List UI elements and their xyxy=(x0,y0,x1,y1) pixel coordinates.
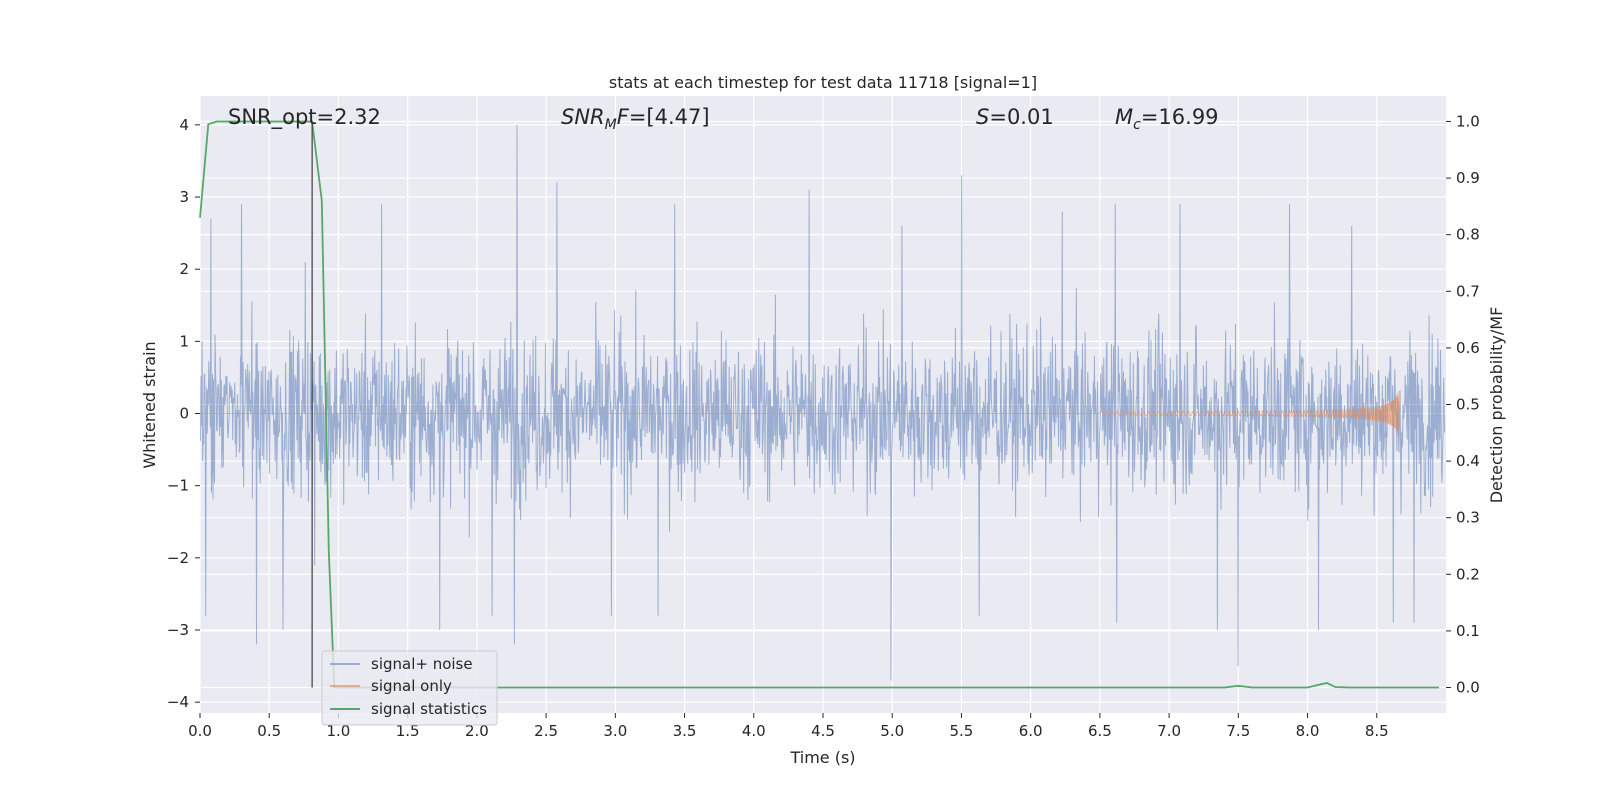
y-right-tick-label: 0.9 xyxy=(1456,169,1480,187)
signal-noise-series xyxy=(199,124,1446,681)
signal-only-series xyxy=(199,391,1400,434)
legend-label-statistics: signal statistics xyxy=(371,700,487,718)
chart-title: stats at each timestep for test data 117… xyxy=(609,73,1037,92)
y-right-tick-label: 1.0 xyxy=(1456,112,1480,130)
y-tick-label: 0 xyxy=(179,405,189,423)
y-right-axis-label: Detection probability/MF xyxy=(1487,307,1506,504)
signal-statistics-series xyxy=(199,120,1440,689)
legend-label-noise: signal+ noise xyxy=(371,655,473,673)
signal-noise-line xyxy=(199,124,1446,681)
snr-mf-symbol: SNR xyxy=(561,105,605,129)
snr-mf-value: =[4.47] xyxy=(629,105,710,129)
x-tick-label: 0.0 xyxy=(188,722,212,740)
x-tick-label: 2.5 xyxy=(534,722,558,740)
mc-annotation: Mc=16.99 xyxy=(1115,105,1219,133)
snr-opt-annotation: SNR_opt=2.32 xyxy=(228,105,381,130)
x-tick-label: 5.0 xyxy=(880,722,904,740)
y-tick-label: 4 xyxy=(179,116,189,134)
x-tick-label: 1.5 xyxy=(396,722,420,740)
s-value: =0.01 xyxy=(989,105,1053,129)
legend-box xyxy=(321,650,498,726)
snr-mf-tail: F xyxy=(617,105,630,129)
mc-subscript: c xyxy=(1133,117,1141,133)
x-tick-label: 7.0 xyxy=(1157,722,1181,740)
y-right-ticks: 1.0 0.9 0.8 0.7 0.6 0.5 0.4 0.3 0.2 0.1 0.0 xyxy=(1446,112,1480,697)
y-tick-label: 1 xyxy=(179,332,189,350)
y-tick-label: 3 xyxy=(179,188,189,206)
signal-only-line xyxy=(199,391,1400,434)
x-tick-label: 3.5 xyxy=(673,722,697,740)
y-ticks: 4 3 2 1 0 −1 −2 −3 −4 xyxy=(167,116,200,711)
snr-mf-annotation: SNRMF=[4.47] xyxy=(561,105,710,133)
y-right-tick-label: 0.7 xyxy=(1456,282,1480,300)
y-right-tick-label: 0.2 xyxy=(1456,565,1480,583)
x-tick-label: 7.5 xyxy=(1226,722,1250,740)
y-tick-label: −2 xyxy=(167,549,189,567)
x-axis-label: Time (s) xyxy=(789,748,855,767)
y-right-tick-label: 0.4 xyxy=(1456,452,1480,470)
y-right-tick-label: 0.3 xyxy=(1456,509,1480,527)
s-annotation: S=0.01 xyxy=(976,105,1054,129)
s-symbol: S xyxy=(976,105,989,129)
x-tick-label: 8.0 xyxy=(1296,722,1320,740)
y-right-tick-label: 0.1 xyxy=(1456,622,1480,640)
mc-symbol: M xyxy=(1115,105,1133,129)
x-tick-label: 1.0 xyxy=(327,722,351,740)
x-tick-label: 6.0 xyxy=(1019,722,1043,740)
x-tick-label: 2.0 xyxy=(465,722,489,740)
mc-value: =16.99 xyxy=(1141,105,1219,129)
x-tick-label: 4.5 xyxy=(811,722,835,740)
x-tick-label: 5.5 xyxy=(950,722,974,740)
x-tick-label: 3.0 xyxy=(603,722,627,740)
y-right-tick-label: 0.6 xyxy=(1456,339,1480,357)
y-tick-label: −4 xyxy=(167,693,189,711)
signal-statistics-line xyxy=(199,120,1440,689)
y-right-tick-label: 0.8 xyxy=(1456,226,1480,244)
legend: signal+ noise signal only signal statist… xyxy=(321,650,498,726)
x-tick-label: 6.5 xyxy=(1088,722,1112,740)
legend-label-signal: signal only xyxy=(371,677,452,695)
x-tick-label: 4.0 xyxy=(742,722,766,740)
snr-mf-subscript: M xyxy=(605,117,617,133)
x-tick-label: 0.5 xyxy=(257,722,281,740)
y-tick-label: −1 xyxy=(167,477,189,495)
y-axis-label: Whitened strain xyxy=(140,341,159,468)
y-right-tick-label: 0.5 xyxy=(1456,396,1480,414)
x-tick-label: 8.5 xyxy=(1365,722,1389,740)
y-tick-label: −3 xyxy=(167,621,189,639)
x-ticks: 0.0 0.5 1.0 1.5 2.0 2.5 3.0 3.5 4.0 4.5 5.0 5.5 6.0 6… xyxy=(188,713,1389,740)
y-tick-label: 2 xyxy=(179,260,189,278)
y-right-tick-label: 0.0 xyxy=(1456,679,1480,697)
